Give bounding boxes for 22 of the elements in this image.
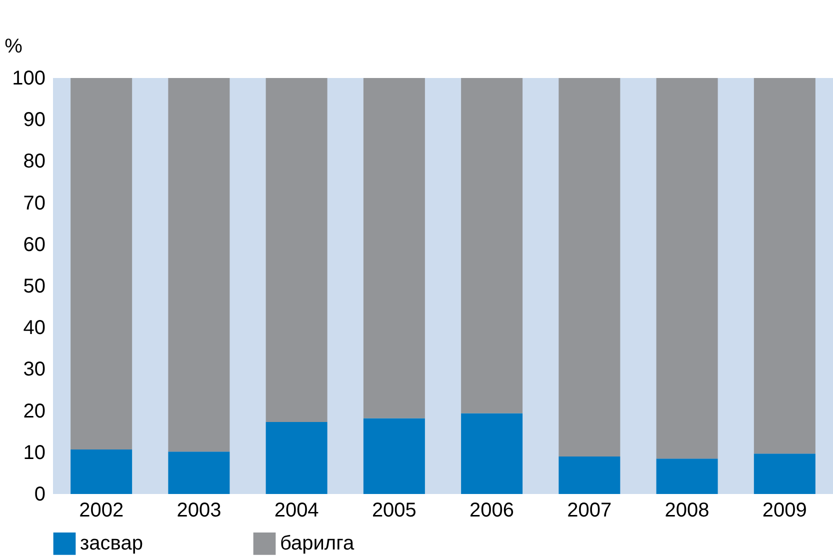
x-tick-label: 2007 [567, 500, 612, 522]
x-tick-label: 2004 [274, 500, 319, 522]
legend-label: засвар [80, 532, 143, 555]
y-tick-label: 50 [23, 276, 46, 298]
y-tick-label: 0 [34, 484, 46, 506]
x-tick-label: 2005 [372, 500, 416, 522]
y-axis-title: % [4, 36, 23, 58]
y-tick-label: 80 [23, 150, 46, 173]
y-tick-label: 40 [23, 317, 46, 340]
y-tick-label: 70 [23, 192, 46, 214]
x-tick-label: 2002 [79, 500, 124, 522]
x-tick-label: 2003 [176, 500, 222, 522]
y-tick-label: 60 [23, 234, 46, 256]
x-tick-label: 2008 [664, 500, 710, 522]
legend-label: барилга [280, 532, 355, 555]
y-tick-label: 90 [23, 109, 46, 132]
y-tick-label: 10 [23, 442, 46, 464]
y-tick-label: 20 [23, 400, 46, 422]
y-tick-label: 30 [23, 358, 46, 381]
x-tick-label: 2006 [470, 500, 514, 522]
x-tick-label: 2009 [762, 500, 807, 522]
y-tick-label: 100 [12, 68, 46, 90]
